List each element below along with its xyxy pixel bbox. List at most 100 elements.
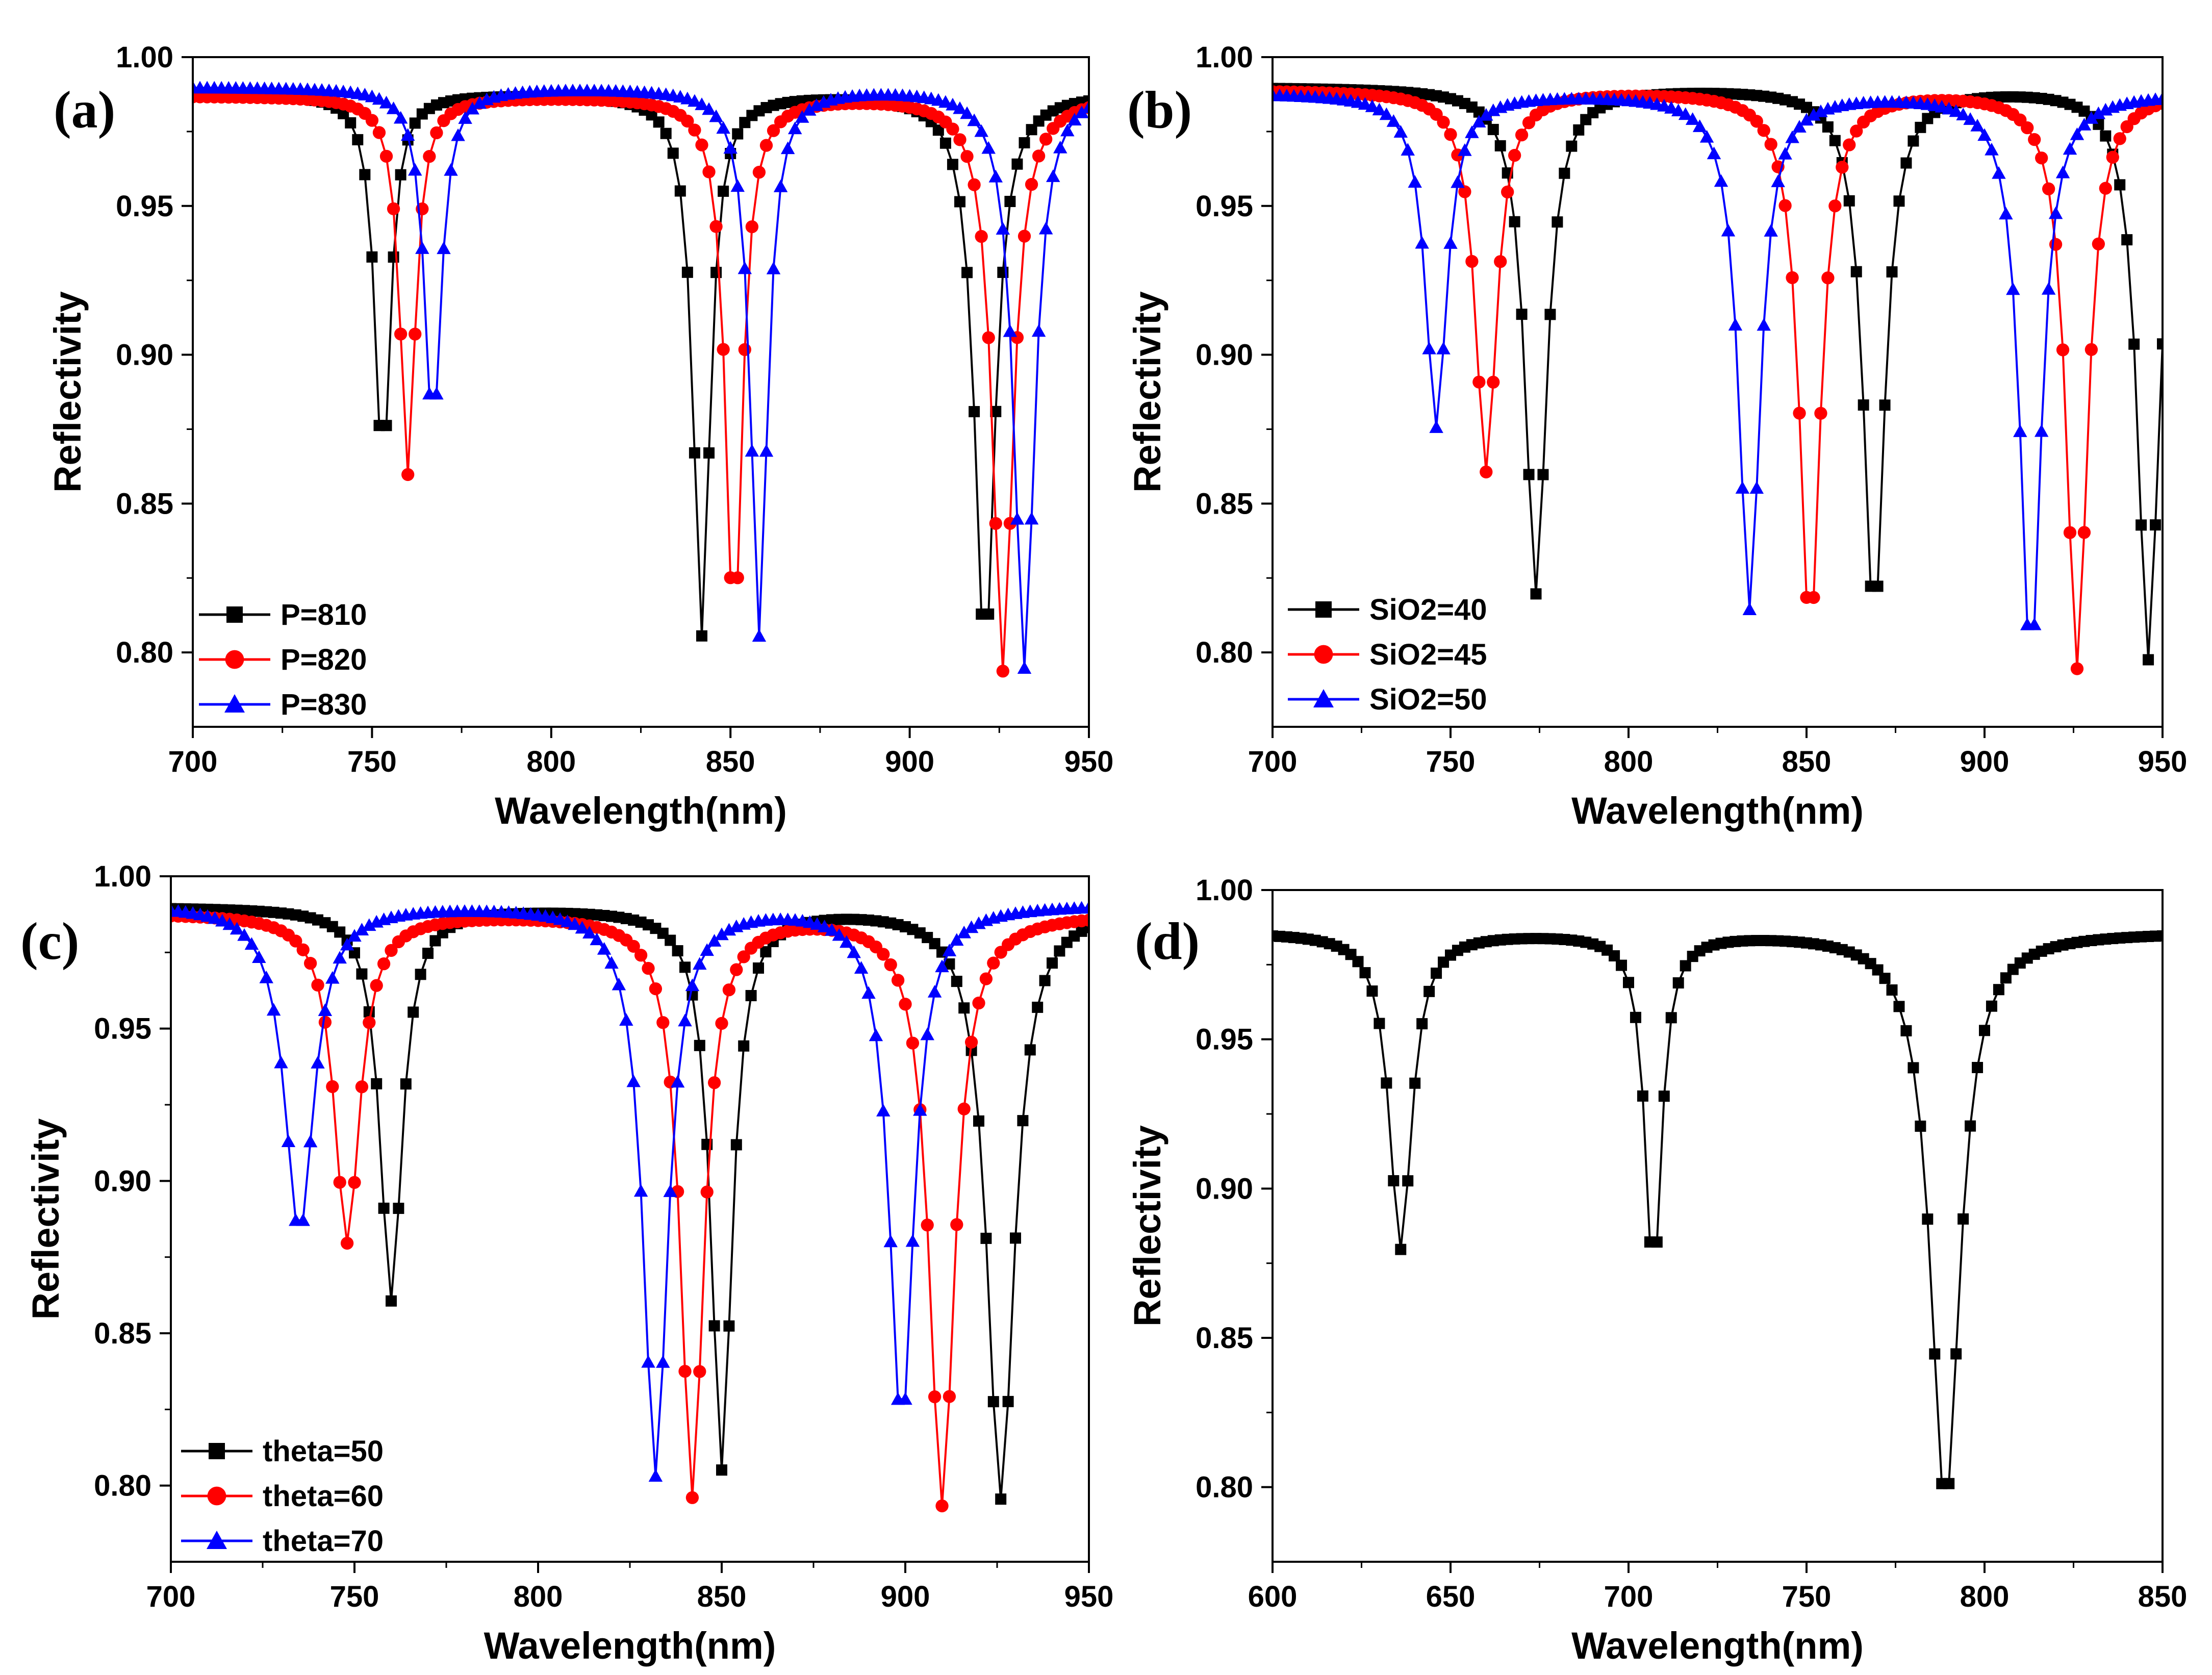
data-point-2 [393,111,408,124]
data-point-1 [348,1176,361,1189]
panel-label: (d) [1135,912,1200,971]
x-tick-label: 850 [697,1580,747,1613]
data-point-1 [387,202,400,216]
data-point-0 [2135,519,2147,531]
data-point-2 [752,629,767,642]
data-point-2 [222,917,237,930]
data-point-2 [281,1134,296,1148]
legend-marker [1313,689,1334,707]
data-point-2 [738,261,752,274]
data-point-2 [1408,175,1422,188]
data-point-1 [365,114,379,127]
data-point-0 [689,447,700,459]
data-point-2 [1707,146,1721,160]
data-point-2 [340,937,354,951]
legend-label: theta=50 [263,1435,384,1468]
x-tick-label: 800 [514,1580,563,1613]
data-point-1 [296,943,310,956]
data-point-1 [303,956,317,970]
data-point-2 [1024,512,1039,525]
data-point-2 [347,929,362,942]
data-point-2 [802,103,817,116]
data-point-1 [678,1364,692,1378]
data-point-2 [208,911,222,924]
data-point-0 [1986,1000,1997,1012]
data-point-1 [1018,230,1031,243]
data-point-0 [1893,1001,1905,1012]
y-tick-label: 0.95 [1196,190,1253,223]
data-point-1 [693,1365,706,1378]
data-point-1 [987,956,1000,970]
series-2 [1273,88,2163,630]
data-point-2 [1799,113,1814,126]
data-point-0 [356,968,368,980]
data-point-0 [1516,309,1528,320]
data-point-2 [1003,324,1018,337]
y-tick-label: 0.80 [116,636,173,669]
series-line-1 [171,915,1089,1506]
data-point-0 [1908,1062,1919,1074]
data-point-1 [1828,199,1842,213]
data-point-1 [946,122,959,136]
data-point-1 [2092,237,2105,250]
data-point-1 [656,1016,670,1029]
data-point-1 [730,963,743,976]
data-point-2 [215,913,230,927]
data-point-2 [1393,125,1408,138]
data-point-1 [363,1016,376,1029]
data-point-0 [1829,135,1841,146]
series-0 [193,88,1089,642]
data-point-0 [732,128,744,140]
data-point-2 [974,124,988,137]
data-point-1 [715,1017,728,1030]
series-line-0 [1273,87,2163,660]
data-point-1 [1437,115,1450,129]
data-point-2 [2041,282,2056,295]
x-tick-label: 600 [1248,1580,1298,1613]
data-point-2 [957,925,971,938]
data-point-2 [560,914,575,927]
data-point-2 [1714,174,1728,187]
data-point-1 [1025,177,1038,191]
data-point-0 [738,1040,750,1052]
data-point-0 [672,945,683,957]
data-point-1 [372,126,386,139]
data-point-1 [2077,526,2091,539]
x-tick-label: 700 [146,1580,196,1613]
data-point-2 [950,933,964,946]
data-point-0 [947,159,958,170]
data-point-2 [296,1213,310,1226]
data-point-1 [972,996,985,1010]
data-point-2 [1472,115,1486,128]
data-point-2 [379,95,394,109]
data-point-2 [2055,165,2070,179]
legend-marker [1314,645,1333,664]
x-tick-label: 750 [1782,1580,1832,1613]
data-point-1 [326,1080,339,1094]
data-point-0 [1843,195,1855,207]
x-tick-label: 700 [168,745,218,778]
data-point-0 [1523,469,1535,480]
legend-marker [207,1486,226,1506]
data-point-0 [980,1232,992,1244]
data-point-2 [415,241,429,254]
data-point-2 [861,986,876,999]
data-point-2 [1017,661,1032,674]
data-point-1 [1494,255,1507,268]
data-point-2 [400,128,415,141]
data-point-0 [1011,158,1023,170]
x-axis-title: Wavelength(nm) [1571,790,1864,832]
data-point-2 [1429,420,1443,433]
data-point-0 [352,134,364,145]
data-point-2 [988,169,1003,183]
series-1 [1273,85,2163,675]
data-point-2 [2027,617,2042,630]
data-point-2 [927,985,942,998]
data-point-2 [1685,112,1700,125]
data-point-0 [1950,1348,1962,1360]
data-point-0 [1965,1120,1976,1132]
data-point-2 [1678,107,1693,120]
data-point-1 [1480,465,1493,478]
data-point-0 [1651,1236,1663,1248]
data-point-2 [942,944,957,956]
